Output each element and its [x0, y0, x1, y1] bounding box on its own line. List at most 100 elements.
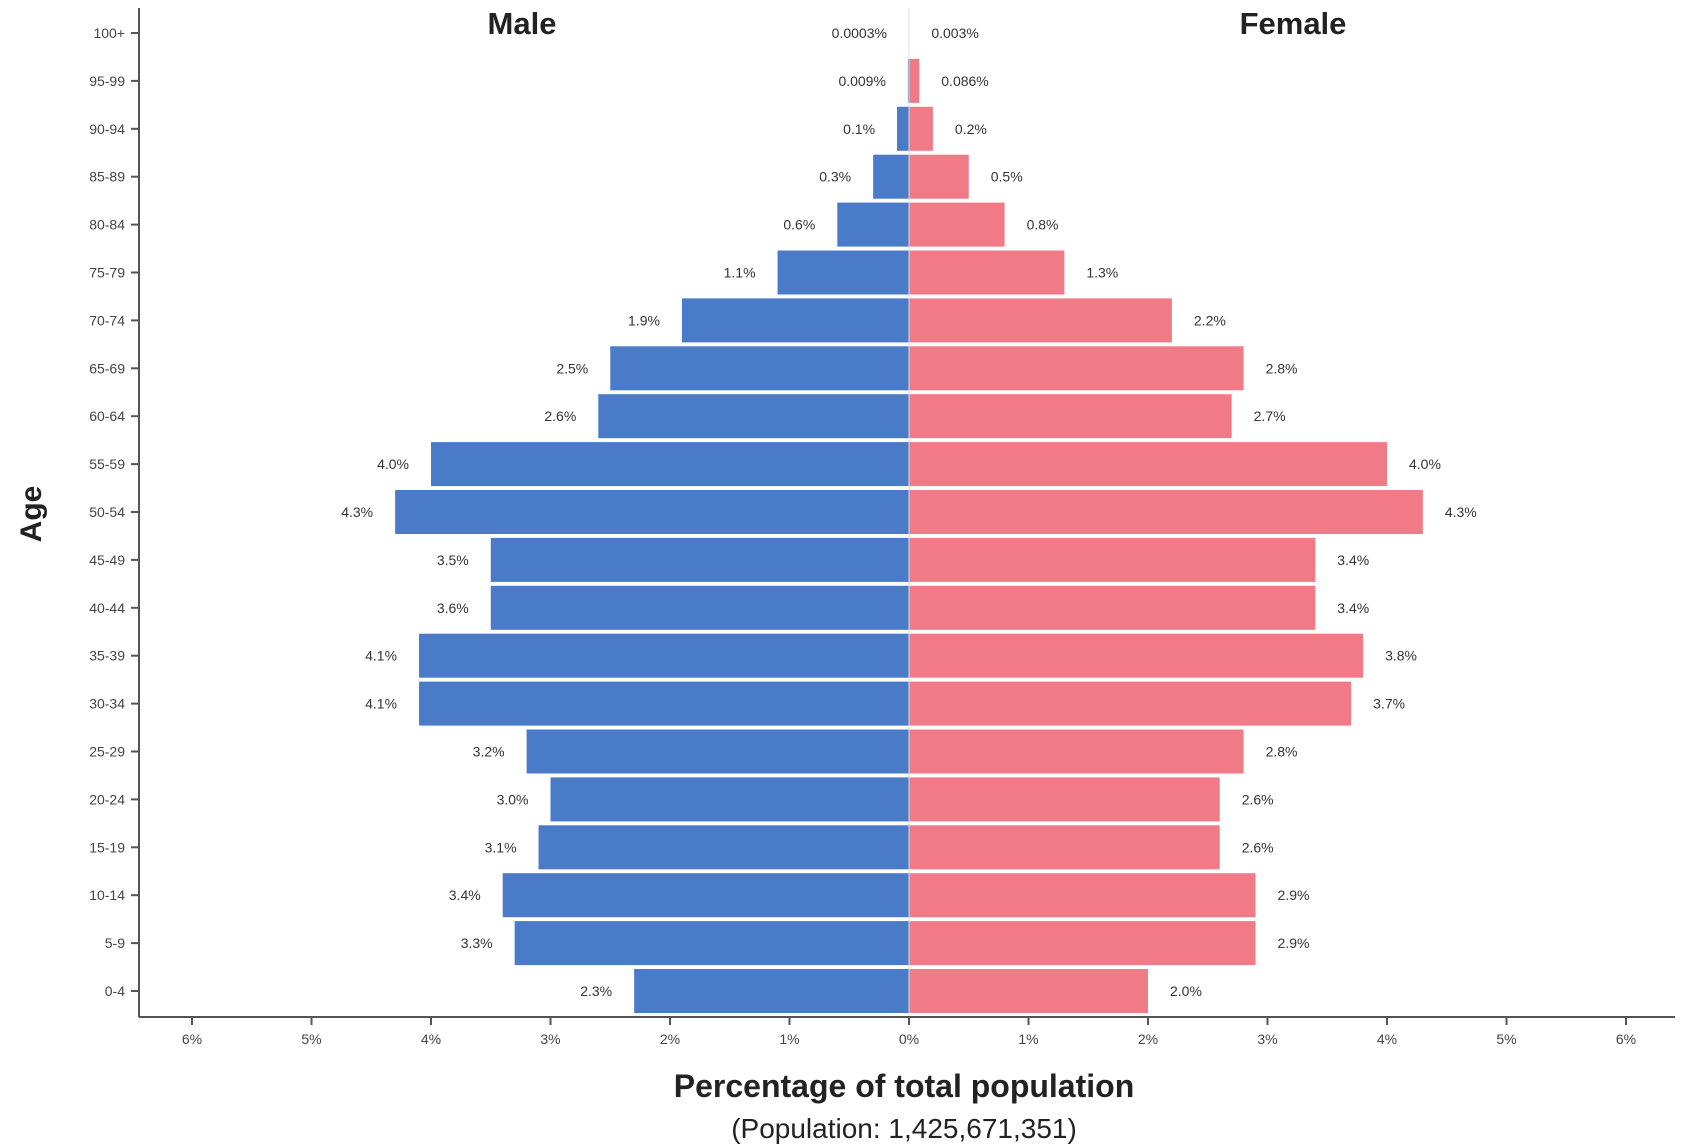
x-tick-label-6: 0%	[899, 1031, 919, 1047]
data-label-female-85-89: 0.5%	[991, 169, 1023, 185]
bar-male-5-9	[514, 921, 909, 966]
data-label-female-10-14: 2.9%	[1278, 887, 1310, 903]
y-tick-label-25-29: 25-29	[89, 744, 125, 760]
y-tick-label-20-24: 20-24	[89, 791, 125, 807]
data-label-male-10-14: 3.4%	[449, 887, 481, 903]
bar-male-35-39	[419, 633, 909, 678]
y-tick-label-85-89: 85-89	[89, 169, 125, 185]
y-tick-label-70-74: 70-74	[89, 312, 125, 328]
data-label-male-90-94: 0.1%	[843, 121, 875, 137]
data-label-female-20-24: 2.6%	[1242, 791, 1274, 807]
data-label-male-15-19: 3.1%	[485, 839, 517, 855]
x-tick-label-10: 4%	[1377, 1031, 1397, 1047]
bar-female-60-64	[909, 394, 1232, 439]
bar-male-20-24	[550, 777, 909, 822]
bar-female-25-29	[909, 729, 1244, 774]
x-tick-label-7: 1%	[1018, 1031, 1038, 1047]
data-label-female-65-69: 2.8%	[1266, 360, 1298, 376]
x-tick-label-9: 3%	[1257, 1031, 1277, 1047]
bar-male-70-74	[681, 298, 909, 343]
bar-female-5-9	[909, 921, 1256, 966]
bar-male-60-64	[598, 394, 909, 439]
bar-female-55-59	[909, 442, 1387, 487]
x-tick-label-11: 5%	[1496, 1031, 1516, 1047]
bar-male-45-49	[490, 537, 909, 582]
bar-female-90-94	[909, 106, 933, 151]
bar-female-30-34	[909, 681, 1352, 726]
bar-male-10-14	[502, 873, 909, 918]
y-tick-label-90-94: 90-94	[89, 121, 125, 137]
data-label-male-65-69: 2.5%	[556, 360, 588, 376]
x-tick-label-3: 3%	[540, 1031, 560, 1047]
data-label-female-40-44: 3.4%	[1337, 600, 1369, 616]
data-label-male-55-59: 4.0%	[377, 456, 409, 472]
x-tick-label-5: 1%	[779, 1031, 799, 1047]
y-tick-label-55-59: 55-59	[89, 456, 125, 472]
data-label-female-70-74: 2.2%	[1194, 312, 1226, 328]
bar-male-80-84	[837, 202, 909, 247]
y-tick-label-15-19: 15-19	[89, 839, 125, 855]
bar-male-55-59	[431, 442, 909, 487]
bar-male-50-54	[395, 490, 909, 534]
bar-female-75-79	[909, 250, 1065, 295]
bar-male-15-19	[538, 825, 909, 870]
x-tick-label-2: 4%	[421, 1031, 441, 1047]
data-label-female-0-4: 2.0%	[1170, 983, 1202, 999]
data-label-female-60-64: 2.7%	[1254, 408, 1286, 424]
data-label-female-30-34: 3.7%	[1373, 696, 1405, 712]
x-tick-label-4: 2%	[660, 1031, 680, 1047]
bar-female-0-4	[909, 969, 1148, 1013]
data-label-male-60-64: 2.6%	[544, 408, 576, 424]
data-label-male-5-9: 3.3%	[461, 935, 493, 951]
data-label-female-80-84: 0.8%	[1027, 217, 1059, 233]
data-label-female-15-19: 2.6%	[1242, 839, 1274, 855]
data-label-female-55-59: 4.0%	[1409, 456, 1441, 472]
bar-female-95-99	[909, 58, 920, 103]
x-tick-label-1: 5%	[301, 1031, 321, 1047]
data-label-male-20-24: 3.0%	[497, 791, 529, 807]
data-label-male-80-84: 0.6%	[783, 217, 815, 233]
y-tick-label-100+: 100+	[93, 25, 125, 41]
y-tick-label-30-34: 30-34	[89, 696, 125, 712]
legend-female-title: Female	[1240, 6, 1347, 41]
y-tick-label-65-69: 65-69	[89, 360, 125, 376]
data-label-male-35-39: 4.1%	[365, 648, 397, 664]
data-label-female-45-49: 3.4%	[1337, 552, 1369, 568]
bar-male-90-94	[897, 106, 909, 151]
data-label-male-0-4: 2.3%	[580, 983, 612, 999]
bar-female-80-84	[909, 202, 1005, 247]
data-label-female-5-9: 2.9%	[1278, 935, 1310, 951]
y-tick-label-35-39: 35-39	[89, 648, 125, 664]
data-label-female-100+: 0.003%	[931, 25, 978, 41]
y-tick-label-10-14: 10-14	[89, 887, 125, 903]
bar-female-85-89	[909, 154, 969, 199]
y-tick-label-75-79: 75-79	[89, 265, 125, 281]
y-tick-label-60-64: 60-64	[89, 408, 125, 424]
data-label-male-50-54: 4.3%	[341, 504, 373, 520]
x-tick-label-8: 2%	[1138, 1031, 1158, 1047]
legend-male-title: Male	[488, 6, 557, 41]
bar-female-15-19	[909, 825, 1220, 870]
data-label-male-75-79: 1.1%	[724, 265, 756, 281]
bar-female-50-54	[909, 490, 1423, 534]
y-tick-label-95-99: 95-99	[89, 73, 125, 89]
data-label-male-70-74: 1.9%	[628, 312, 660, 328]
bar-female-10-14	[909, 873, 1256, 918]
data-label-female-50-54: 4.3%	[1445, 504, 1477, 520]
y-axis-title: Age	[15, 486, 48, 543]
x-axis-title: Percentage of total population	[674, 1068, 1134, 1104]
x-tick-label-12: 6%	[1616, 1031, 1636, 1047]
bar-female-65-69	[909, 346, 1244, 391]
bar-male-0-4	[634, 969, 909, 1013]
data-label-male-40-44: 3.6%	[437, 600, 469, 616]
x-tick-label-0: 6%	[182, 1031, 202, 1047]
bar-female-35-39	[909, 633, 1364, 678]
data-label-male-25-29: 3.2%	[473, 744, 505, 760]
bar-male-30-34	[419, 681, 909, 726]
data-label-male-45-49: 3.5%	[437, 552, 469, 568]
bar-male-85-89	[873, 154, 909, 199]
bar-female-70-74	[909, 298, 1172, 343]
y-tick-label-50-54: 50-54	[89, 504, 125, 520]
y-tick-label-5-9: 5-9	[105, 935, 125, 951]
